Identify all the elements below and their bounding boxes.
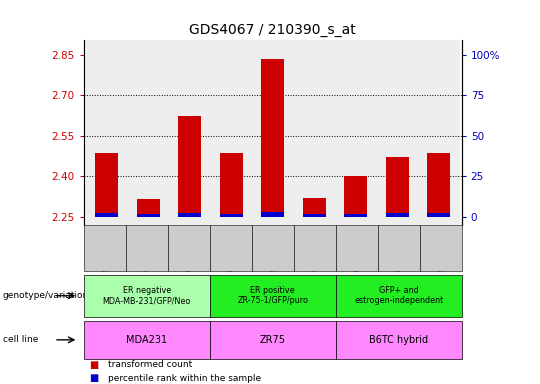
Bar: [220, 153, 242, 217]
Bar: [303, 214, 326, 217]
Bar: [178, 212, 201, 217]
Bar: [386, 157, 409, 217]
Text: ZR75: ZR75: [260, 335, 286, 345]
Text: cell line: cell line: [3, 335, 38, 344]
Text: GSM679726: GSM679726: [268, 225, 277, 271]
Text: percentile rank within the sample: percentile rank within the sample: [108, 374, 261, 383]
Title: GDS4067 / 210390_s_at: GDS4067 / 210390_s_at: [190, 23, 356, 36]
Bar: [95, 212, 118, 217]
Bar: [127, 40, 169, 225]
Bar: [178, 116, 201, 217]
Bar: [418, 40, 460, 225]
Bar: [345, 214, 367, 217]
Text: GSM679719: GSM679719: [352, 225, 361, 271]
Bar: [137, 199, 159, 217]
Text: GFP+ and
estrogen-independent: GFP+ and estrogen-independent: [354, 286, 443, 305]
Bar: [86, 40, 127, 225]
Text: ER negative
MDA-MB-231/GFP/Neo: ER negative MDA-MB-231/GFP/Neo: [103, 286, 191, 305]
Bar: [293, 40, 335, 225]
Bar: [428, 153, 450, 217]
Text: GSM679723: GSM679723: [142, 225, 151, 271]
Bar: [95, 153, 118, 217]
Bar: [428, 214, 450, 217]
Bar: [169, 40, 211, 225]
Bar: [220, 214, 242, 217]
Text: ■: ■: [89, 360, 98, 370]
Text: ■: ■: [89, 373, 98, 383]
Bar: [303, 198, 326, 217]
Text: GSM679727: GSM679727: [310, 225, 319, 271]
Bar: [376, 40, 418, 225]
Bar: [252, 40, 293, 225]
Bar: [211, 40, 252, 225]
Text: ER positive
ZR-75-1/GFP/puro: ER positive ZR-75-1/GFP/puro: [237, 286, 308, 305]
Text: GSM679721: GSM679721: [436, 225, 445, 271]
Bar: [335, 40, 376, 225]
Bar: [345, 176, 367, 217]
Text: GSM679722: GSM679722: [100, 225, 109, 271]
Text: GSM679725: GSM679725: [226, 225, 235, 271]
Text: transformed count: transformed count: [108, 360, 192, 369]
Text: B6TC hybrid: B6TC hybrid: [369, 335, 428, 345]
Text: GSM679724: GSM679724: [184, 225, 193, 271]
Bar: [386, 214, 409, 217]
Text: genotype/variation: genotype/variation: [3, 291, 89, 300]
Text: MDA231: MDA231: [126, 335, 167, 345]
Text: GSM679720: GSM679720: [394, 225, 403, 271]
Bar: [261, 212, 284, 217]
Bar: [261, 59, 284, 217]
Bar: [137, 214, 159, 217]
